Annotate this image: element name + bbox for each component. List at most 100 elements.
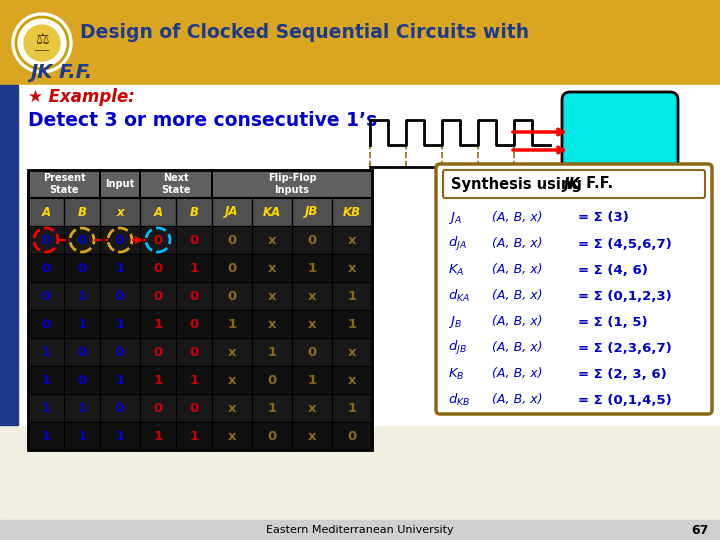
Text: x: x — [307, 318, 316, 330]
Text: 0: 0 — [153, 289, 163, 302]
Text: $J_A$: $J_A$ — [448, 210, 462, 226]
Text: 0: 0 — [115, 346, 125, 359]
Text: Design of Clocked Sequential Circuits with: Design of Clocked Sequential Circuits wi… — [80, 23, 529, 42]
Text: = Σ (1, 5): = Σ (1, 5) — [578, 315, 647, 328]
Bar — [28, 170, 372, 198]
Text: 0: 0 — [153, 402, 163, 415]
Bar — [0, 520, 720, 540]
Text: 0: 0 — [77, 261, 86, 274]
Text: 1: 1 — [228, 318, 237, 330]
Text: (A, B, x): (A, B, x) — [492, 212, 542, 225]
Text: A: A — [42, 206, 50, 219]
Text: 0: 0 — [153, 346, 163, 359]
Text: Synthesis using: Synthesis using — [451, 177, 587, 192]
Text: 1: 1 — [189, 374, 199, 387]
Bar — [28, 366, 372, 394]
Bar — [28, 394, 372, 422]
Bar — [28, 282, 372, 310]
Text: ───: ─── — [35, 45, 50, 55]
Text: x: x — [307, 289, 316, 302]
Text: $d_{KA}$: $d_{KA}$ — [448, 288, 470, 304]
Text: x: x — [348, 233, 356, 246]
Text: B: B — [189, 206, 199, 219]
Text: 0: 0 — [77, 374, 86, 387]
Text: JK: JK — [563, 177, 580, 192]
Text: 1: 1 — [267, 346, 276, 359]
Bar — [28, 170, 372, 450]
Text: 0: 0 — [189, 318, 199, 330]
Text: 1: 1 — [78, 289, 86, 302]
Text: 1: 1 — [307, 261, 317, 274]
Text: JA: JA — [225, 206, 239, 219]
Text: 1: 1 — [153, 429, 163, 442]
Text: 1: 1 — [348, 289, 356, 302]
Text: x: x — [268, 318, 276, 330]
Bar — [28, 198, 372, 226]
Text: 1: 1 — [115, 374, 125, 387]
Text: $J_B$: $J_B$ — [448, 314, 462, 330]
Text: = Σ (2, 3, 6): = Σ (2, 3, 6) — [578, 368, 667, 381]
Text: $d_{JA}$: $d_{JA}$ — [448, 235, 467, 253]
Text: x: x — [228, 402, 236, 415]
Text: 1: 1 — [267, 402, 276, 415]
Text: 1: 1 — [78, 429, 86, 442]
Text: JK F.F.: JK F.F. — [30, 63, 92, 82]
Bar — [0, 85, 18, 425]
Text: 0: 0 — [41, 289, 50, 302]
Text: x: x — [348, 346, 356, 359]
Text: F.F.: F.F. — [581, 177, 613, 192]
Text: 0: 0 — [307, 346, 317, 359]
Text: JB: JB — [305, 206, 319, 219]
Text: = Σ (0,1,2,3): = Σ (0,1,2,3) — [578, 289, 672, 302]
Text: 1: 1 — [42, 429, 50, 442]
Text: ⚖: ⚖ — [35, 32, 49, 48]
Bar — [28, 170, 372, 450]
Text: Next
State: Next State — [161, 173, 191, 195]
Bar — [28, 338, 372, 366]
Bar — [28, 310, 372, 338]
Text: 0: 0 — [115, 233, 125, 246]
Text: (A, B, x): (A, B, x) — [492, 394, 542, 407]
Text: = Σ (4,5,6,7): = Σ (4,5,6,7) — [578, 238, 672, 251]
Text: 0: 0 — [307, 233, 317, 246]
Text: 1: 1 — [348, 402, 356, 415]
Text: x: x — [228, 429, 236, 442]
Text: 1: 1 — [115, 429, 125, 442]
Text: 1: 1 — [78, 402, 86, 415]
Bar — [28, 422, 372, 450]
Text: Eastern Mediterranean University: Eastern Mediterranean University — [266, 525, 454, 535]
Text: x: x — [116, 206, 124, 219]
Text: 0: 0 — [267, 374, 276, 387]
Text: (A, B, x): (A, B, x) — [492, 264, 542, 276]
Text: = Σ (0,1,4,5): = Σ (0,1,4,5) — [578, 394, 672, 407]
Text: 1: 1 — [189, 261, 199, 274]
Text: 67: 67 — [691, 523, 708, 537]
Text: = Σ (4, 6): = Σ (4, 6) — [578, 264, 648, 276]
Text: 0: 0 — [41, 318, 50, 330]
Text: 0: 0 — [41, 261, 50, 274]
Text: 0: 0 — [41, 233, 50, 246]
Text: A: A — [153, 206, 163, 219]
Text: $d_{KB}$: $d_{KB}$ — [448, 392, 470, 408]
Text: (A, B, x): (A, B, x) — [492, 341, 542, 354]
Text: KA: KA — [263, 206, 281, 219]
Text: $K_B$: $K_B$ — [448, 367, 464, 382]
Text: 1: 1 — [153, 374, 163, 387]
Text: x: x — [307, 429, 316, 442]
FancyBboxPatch shape — [436, 164, 712, 414]
Text: x: x — [268, 233, 276, 246]
FancyBboxPatch shape — [562, 92, 678, 180]
Text: 0: 0 — [77, 346, 86, 359]
Text: 0: 0 — [115, 289, 125, 302]
Text: 1: 1 — [42, 374, 50, 387]
Text: = Σ (3): = Σ (3) — [578, 212, 629, 225]
Text: x: x — [348, 374, 356, 387]
Text: 0: 0 — [189, 233, 199, 246]
Text: 1: 1 — [42, 402, 50, 415]
Text: 0: 0 — [189, 346, 199, 359]
Text: Present
State: Present State — [42, 173, 85, 195]
Text: 1: 1 — [115, 261, 125, 274]
Bar — [28, 226, 372, 254]
Text: 0: 0 — [347, 429, 356, 442]
Text: 0: 0 — [189, 402, 199, 415]
